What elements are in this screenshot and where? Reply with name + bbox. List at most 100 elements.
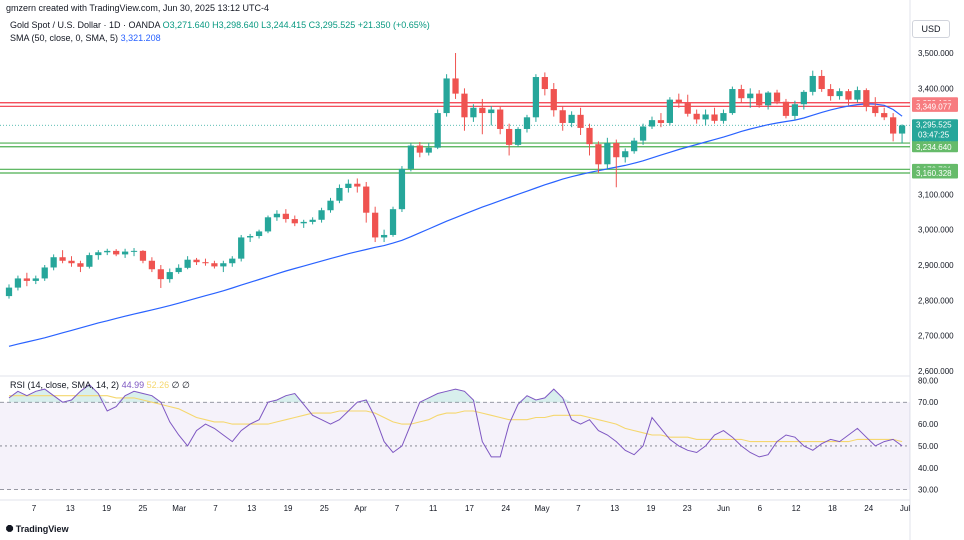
candle-body [720,113,727,121]
rsi-tick-label: 80.00 [918,376,939,385]
rsi-extra: ∅ ∅ [171,380,190,390]
price-tick-label: 3,500.000 [918,49,954,58]
time-tick-label: 6 [758,504,763,513]
candle-body [59,257,66,261]
candle-body [264,217,272,232]
time-tick-label: Jul [900,504,910,513]
sma-legend: SMA (50, close, 0, SMA, 5) 3,321.208 [10,33,161,43]
candle-body [684,103,691,114]
candle-body [854,90,861,100]
candle-body [166,272,173,280]
candle-body [505,128,513,145]
time-tick-label: 7 [576,504,581,513]
candle-body [729,89,736,114]
candle-body [238,237,245,259]
candle-body [791,104,799,116]
rsi-tick-label: 60.00 [918,420,939,429]
time-tick-label: 12 [792,504,801,513]
sma-line [8,103,903,347]
time-tick-label: 24 [501,504,510,513]
symbol-legend: Gold Spot / U.S. Dollar · 1D · OANDA O3,… [10,20,430,30]
candle-body [461,93,468,118]
time-tick-label: 19 [102,504,111,513]
price-line-tag-bg [912,141,958,153]
price-tick-label: 2,900.000 [918,261,954,270]
candle-body [809,75,816,92]
candle-body [211,263,218,267]
candle-body [836,91,843,97]
price-line-tag-bg [912,167,958,179]
candle-body [648,120,656,127]
time-tick-label: 7 [395,504,400,513]
candle-body [497,109,504,129]
candle-body [354,183,361,187]
candle-body [193,259,200,263]
candle-body [95,252,102,256]
time-tick-label: 11 [429,504,438,513]
candle-body [622,151,629,158]
candle-body [631,140,638,152]
time-tick-label: 19 [647,504,656,513]
sma-label: SMA (50, close, 0, SMA, 5) [10,33,119,43]
candle-body [398,168,406,210]
candle-body [898,125,906,134]
candle-body [113,250,120,255]
sma-value: 3,321.208 [120,33,161,43]
candle-body [881,113,888,118]
candle-body [666,99,673,123]
time-tick-label: 18 [828,504,837,513]
candle-body [104,250,111,253]
candle-body [550,89,557,111]
time-tick-label: May [535,504,550,513]
time-tick-label: 19 [284,504,293,513]
currency-button[interactable]: USD [912,20,950,38]
candle-body [443,78,450,114]
time-tick-label: Apr [354,504,367,513]
time-tick-label: 23 [683,504,692,513]
candle-body [14,278,22,288]
candle-body [639,126,647,141]
candle-body [675,99,682,104]
candle-body [345,183,352,188]
price-line-tag-label: 3,234.640 [916,143,952,152]
candle-body [541,77,548,90]
time-tick-label: Jun [717,504,730,513]
countdown-label: 03:47:25 [918,131,950,140]
time-tick-label: 25 [138,504,147,513]
price-line-tag-bg [912,100,958,112]
candle-body [738,89,745,99]
logo-icon: ⯃ [6,524,14,534]
candle-body [425,147,432,153]
candle-body [613,143,620,158]
candle-body [559,110,566,123]
time-tick-label: 7 [32,504,37,513]
rsi-label: RSI (14, close, SMA, 14, 2) [10,380,120,390]
ohlc-values: O3,271.640 H3,298.640 L3,244.415 C3,295.… [162,20,430,30]
candle-body [604,143,611,165]
candle-body [702,114,709,120]
candle-body [532,77,540,118]
created-by-text: gmzern created with TradingView.com, Jun… [6,3,269,13]
candle-body [372,212,379,238]
rsi-value: 44.99 [121,380,145,390]
candle-body [657,120,665,123]
rsi-tick-label: 40.00 [918,464,939,473]
candle-body [845,91,852,100]
candle-body [407,145,415,169]
candle-body [148,260,156,270]
candle-body [139,250,147,261]
candle-body [5,287,13,297]
candle-body [291,219,298,224]
candle-body [255,231,263,237]
candle-body [416,145,423,153]
candle-body [184,259,191,268]
candle-body [827,89,834,97]
candle-body [890,117,897,134]
price-line-tag-label: 3,160.328 [916,169,952,178]
candle-body [273,213,281,218]
candle-body [872,106,879,114]
time-tick-label: Mar [172,504,186,513]
candle-body [523,117,531,129]
candle-body [229,258,236,264]
